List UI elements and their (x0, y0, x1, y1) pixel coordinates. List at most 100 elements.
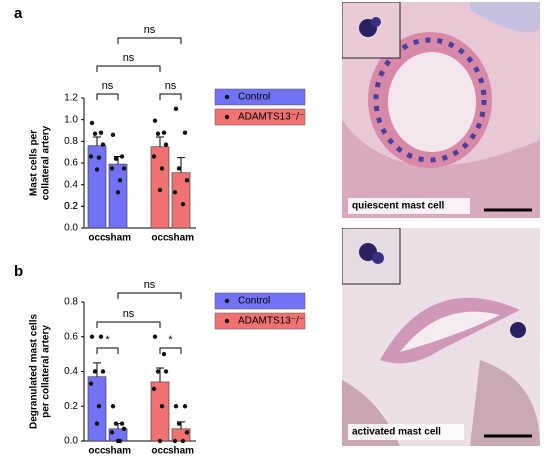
data-point (182, 404, 188, 409)
micrograph (342, 228, 540, 446)
y-tick-label: 0.4 (64, 366, 78, 377)
data-point (98, 130, 104, 135)
data-point (110, 132, 116, 138)
data-point (157, 438, 163, 444)
data-point (176, 421, 182, 426)
data-point (155, 369, 161, 374)
data-point (109, 430, 115, 435)
data-point (184, 430, 190, 435)
data-point (163, 369, 169, 374)
data-point (89, 334, 95, 339)
legend-label: ADAMTS13⁻/⁻ (238, 316, 304, 327)
y-tick-label: 0.6 (64, 158, 78, 169)
data-point (161, 351, 167, 357)
data-point (151, 386, 157, 392)
y-tick-label: 0.0 (64, 436, 78, 447)
data-point (113, 421, 119, 426)
y-axis-label: Degranulated mast cells (29, 314, 40, 429)
data-point (152, 118, 158, 123)
data-point (173, 404, 179, 409)
data-point (89, 120, 95, 126)
data-point (173, 106, 179, 112)
legend-label: Control (238, 92, 270, 103)
bracket (96, 321, 161, 328)
x-tick-label: occ (151, 446, 169, 457)
error-bar (93, 136, 101, 146)
y-tick-label: 1.2 (64, 93, 78, 104)
data-point (100, 369, 106, 374)
data-point (180, 438, 186, 444)
legend-box (214, 312, 306, 330)
panel-label: a (14, 5, 23, 22)
annotation: ns (102, 80, 114, 92)
x-tick-label: sham (105, 233, 131, 244)
data-point (92, 369, 98, 374)
legend-box (214, 292, 306, 310)
data-point (121, 426, 127, 432)
data-point (161, 130, 167, 135)
y-tick-label: 0.2 (64, 201, 78, 212)
legend-dot (224, 318, 230, 324)
y-tick-label: 0.2 (64, 201, 78, 212)
error-bar (156, 136, 164, 147)
legend-dot (224, 94, 230, 100)
annotation: * (105, 334, 110, 346)
data-point (110, 404, 116, 409)
data-point (92, 131, 98, 136)
y-axis-label: per collateral artery (41, 325, 52, 418)
data-point (184, 178, 190, 183)
data-point (180, 201, 186, 207)
caption: quiescent mast cell (352, 201, 444, 212)
bracket (159, 93, 182, 100)
legend-label: Control (238, 296, 270, 307)
x-tick-label: occ (88, 233, 106, 244)
x-tick-label: sham (168, 233, 194, 244)
data-point (163, 142, 169, 147)
annotation: ns (123, 52, 135, 64)
micrograph (342, 2, 540, 218)
y-tick-label: 0.2 (64, 401, 78, 412)
bracket (96, 347, 119, 354)
bracket (117, 37, 182, 44)
y-axis-label: Mast cells per (29, 130, 40, 196)
legend-label: ADAMTS13⁻/⁻ (238, 112, 304, 123)
data-point (117, 178, 123, 183)
data-point (88, 154, 94, 159)
y-axis-label: collateral artery (41, 125, 52, 200)
bracket (117, 292, 182, 299)
y-tick-label: 0.0 (64, 223, 78, 234)
data-point (151, 154, 157, 159)
error-bar (156, 367, 164, 382)
annotation: * (168, 334, 173, 346)
caption: activated mast cell (352, 427, 441, 438)
data-point (96, 155, 102, 160)
data-point (155, 131, 161, 136)
y-tick-label: 0.4 (64, 179, 78, 190)
data-point (98, 334, 104, 339)
data-point (94, 421, 100, 426)
data-point (182, 130, 188, 135)
data-point (115, 190, 121, 195)
data-point (159, 404, 165, 409)
annotation: ns (123, 308, 135, 320)
y-tick-label: 1.0 (64, 114, 78, 125)
x-tick-label: occ (88, 446, 106, 457)
bracket (96, 65, 161, 72)
data-point (119, 421, 125, 426)
legend-dot (224, 298, 230, 304)
data-point (119, 154, 125, 159)
annotation: ns (165, 80, 177, 92)
bracket (96, 93, 119, 100)
data-point (113, 156, 119, 161)
data-point (115, 438, 121, 444)
bracket (159, 347, 182, 354)
error-bar (93, 362, 101, 377)
data-point (172, 190, 178, 195)
data-point (176, 166, 182, 171)
x-tick-label: occ (151, 233, 169, 244)
data-point (157, 187, 163, 193)
x-tick-label: sham (105, 446, 131, 457)
data-point (121, 166, 127, 171)
annotation: ns (144, 24, 156, 36)
